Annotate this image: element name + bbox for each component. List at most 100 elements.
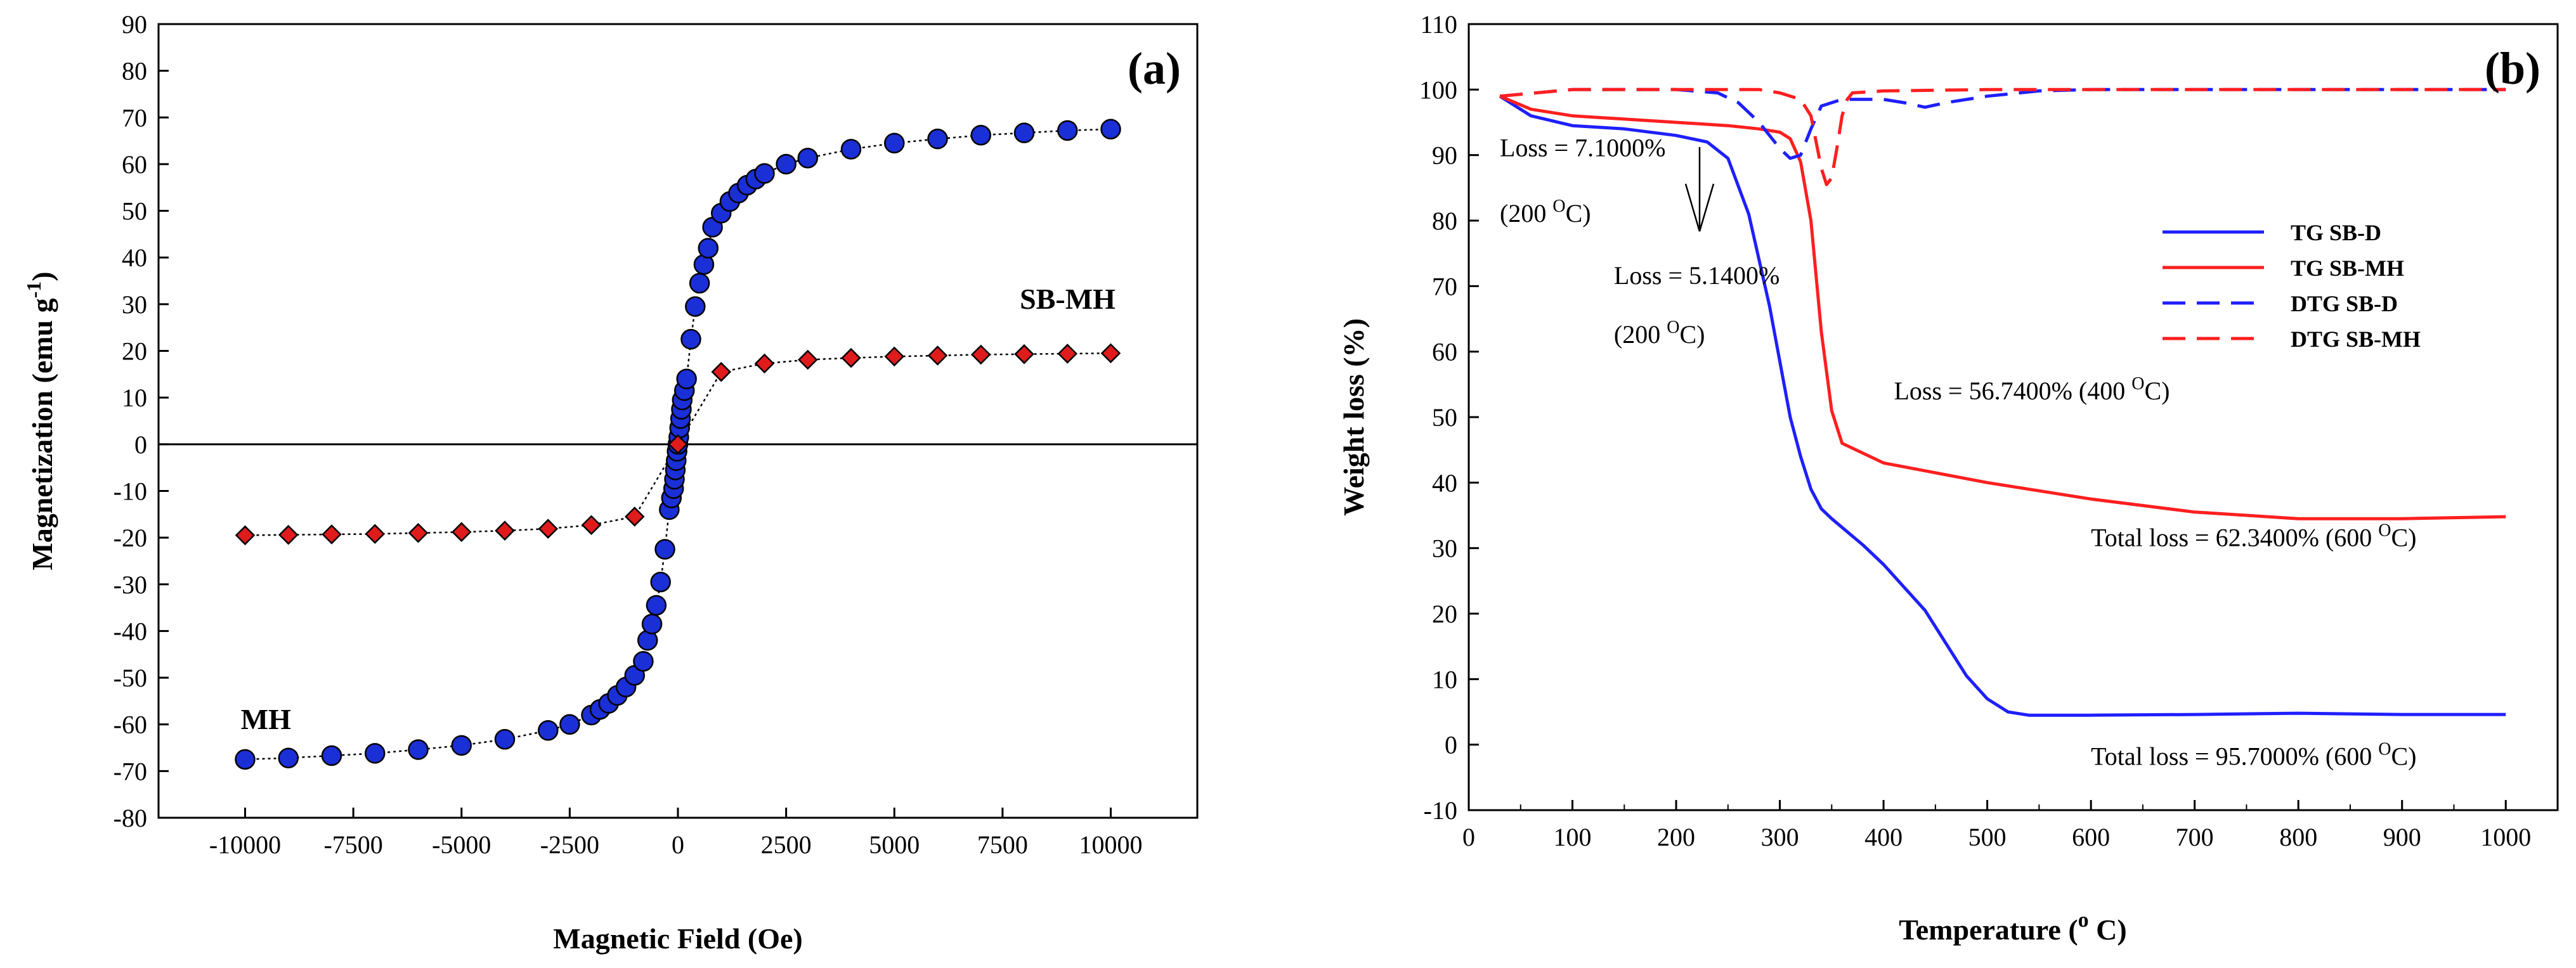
chart-b-annotation-total-sb-mh: Total loss = 62.3400% (600 OC)	[2091, 521, 2416, 552]
chart-a-point-mh	[698, 238, 719, 259]
chart-b-annotation-loss-400-main: Loss = 56.7400% (400	[1894, 377, 2131, 405]
chart-b-y-tick-label: 30	[1432, 534, 1457, 563]
chart-a-point-mh	[494, 729, 516, 750]
chart-b-annotation-temp-sb-mh-sup: O	[1667, 318, 1679, 337]
chart-b-y-tick-label: 80	[1432, 207, 1457, 235]
chart-b-annotation-total-sb-d-close: C)	[2391, 742, 2416, 771]
chart-a-x-tick-label: 0	[672, 830, 684, 859]
chart-b-x-tick-label: 700	[2176, 823, 2214, 851]
chart-b-y-tick-label: 10	[1432, 665, 1457, 694]
chart-a-y-axis-title-close: )	[26, 271, 58, 281]
chart-a-point-sb-mh	[711, 361, 732, 382]
chart-a-x-tick-label: 10000	[1079, 830, 1143, 859]
chart-b-panel-label: (b)	[2485, 43, 2540, 94]
chart-a-panel-label: (a)	[1128, 43, 1181, 94]
chart-b-y-tick-label: 40	[1432, 468, 1457, 497]
chart-a-y-axis-title: Magnetization (emu g-1)	[22, 271, 58, 570]
chart-a-y-tick-label: -40	[114, 617, 147, 645]
chart-a-point-sb-mh	[322, 524, 342, 545]
chart-b-annotation-temp-sb-d-main: (200	[1500, 199, 1552, 228]
chart-a-point-mh	[840, 139, 862, 160]
chart-a-x-tick-label: 2500	[761, 830, 812, 859]
chart-b-y-tick-label: 50	[1432, 403, 1457, 432]
chart-b-x-tick-label: 200	[1657, 823, 1695, 851]
chart-a-point-sb-mh	[1057, 344, 1078, 364]
chart-a-label-sb-mh: SB-MH	[1020, 283, 1116, 315]
chart-a-point-sb-mh	[495, 520, 515, 541]
chart-a-y-tick-label: 20	[122, 337, 147, 366]
chart-a-point-sb-mh	[365, 524, 386, 544]
chart-a-x-tick-label: -10000	[209, 830, 281, 859]
chart-a-y-tick-label: 60	[122, 150, 147, 179]
chart-a-point-mh	[1057, 120, 1078, 141]
chart-b-legend: TG SB-D TG SB-MH DTG SB-D DTG SB-MH	[2163, 220, 2421, 352]
chart-a-y-tick-label: 0	[134, 430, 147, 459]
chart-a-point-mh	[321, 745, 342, 766]
chart-a-y-axis-title-main: Magnetization (emu g	[26, 298, 58, 570]
chart-a-point-sb-mh	[624, 507, 645, 527]
chart-a-point-sb-mh	[970, 344, 991, 365]
chart-b-series-line-dtg-sb-d	[1499, 87, 2506, 160]
chart-b-x-axis-title-main: Temperature (	[1899, 913, 2078, 946]
chart-b-x-tick-label: 800	[2279, 823, 2317, 851]
chart-b-x-tick-label: 500	[1968, 823, 2007, 851]
chart-b-y-tick-label: 110	[1420, 10, 1457, 39]
chart-a-y-tick-label: 80	[122, 57, 147, 86]
chart-b-annotation-total-sb-d: Total loss = 95.7000% (600 OC)	[2091, 740, 2416, 771]
chart-b-y-tick-label: 60	[1432, 338, 1457, 366]
chart-a-point-mh	[538, 720, 559, 741]
chart-b-annotation-total-sb-d-sup: O	[2378, 740, 2391, 759]
chart-b-x-tick-label: 100	[1554, 823, 1592, 851]
chart-b-x-ticks: 0 100 200 300 400 500 600 700 800 900 1000	[1462, 800, 2531, 851]
chart-b-arrow-head-left	[1684, 183, 1701, 232]
chart-b-y-axis-title: Weight loss (%)	[1337, 318, 1370, 516]
chart-a-point-sb-mh	[581, 515, 602, 536]
chart-b-x-tick-label: 900	[2383, 823, 2421, 851]
chart-a-y-tick-label: 70	[122, 103, 147, 132]
chart-b-x-axis-title-sup: o	[2078, 908, 2089, 932]
chart-a-point-sb-mh	[841, 347, 861, 368]
chart-a-point-mh	[884, 132, 905, 154]
chart-a-point-sb-mh	[538, 519, 559, 539]
chart-a-y-axis-title-sup: -1	[22, 281, 45, 299]
chart-a-point-mh	[685, 296, 706, 317]
chart-a-point-sb-mh	[278, 524, 299, 545]
chart-b-annotation-loss-400-sup: O	[2131, 374, 2144, 394]
chart-b-x-tick-label: 1000	[2480, 823, 2531, 851]
chart-a-point-mh	[365, 743, 386, 764]
chart-a-point-mh	[689, 273, 710, 294]
chart-a-y-tick-label: -80	[114, 804, 147, 832]
chart-a-x-tick-label: -2500	[540, 830, 599, 859]
chart-a-point-mh	[278, 747, 299, 768]
chart-b-annotation-temp-sb-d: (200 OC)	[1500, 197, 1591, 228]
chart-a-point-sb-mh	[451, 522, 472, 543]
chart-a-series	[235, 119, 1121, 770]
chart-b-series-line-tg-sb-mh	[1499, 94, 2506, 520]
chart-a-point-mh	[1013, 122, 1035, 143]
chart-a-x-axis-title: Magnetic Field (Oe)	[553, 922, 802, 955]
chart-a-point-sb-mh	[1100, 343, 1121, 363]
chart-a-label-mh: MH	[241, 703, 291, 735]
chart-a-x-tick-label: -7500	[323, 830, 382, 859]
chart-b-annotation-loss-sb-d: Loss = 7.1000%	[1500, 134, 1665, 162]
chart-b-x-axis-title-close: C)	[2089, 913, 2127, 946]
chart-b-y-tick-label: -10	[1424, 796, 1457, 825]
chart-a-point-sb-mh	[797, 349, 818, 370]
chart-a-point-sb-mh	[1014, 344, 1034, 365]
chart-a: -80-70-60-50-40-30-20-100102030405060708…	[22, 10, 1199, 955]
chart-b-annotation-total-sb-mh-sup: O	[2378, 521, 2391, 541]
chart-a-y-tick-label: 90	[122, 10, 147, 39]
chart-a-x-ticks: -10000 -7500 -5000 -2500 0 2500 5000 7500 10000	[209, 808, 1143, 859]
chart-b-y-tick-label: 0	[1445, 731, 1457, 759]
chart-a-point-mh	[408, 739, 429, 760]
chart-a-y-tick-label: 10	[122, 384, 147, 412]
chart-b-annotation-loss-sb-mh: Loss = 5.1400%	[1614, 261, 1779, 290]
chart-b-series-line-tg-sb-d	[1499, 94, 2506, 717]
chart-b-y-tick-label: 90	[1432, 141, 1457, 170]
chart-a-point-sb-mh	[668, 434, 688, 455]
chart-b-arrow-head-right	[1698, 183, 1715, 232]
chart-b-x-tick-label: 400	[1864, 823, 1903, 851]
chart-a-y-tick-label: 50	[122, 197, 147, 226]
